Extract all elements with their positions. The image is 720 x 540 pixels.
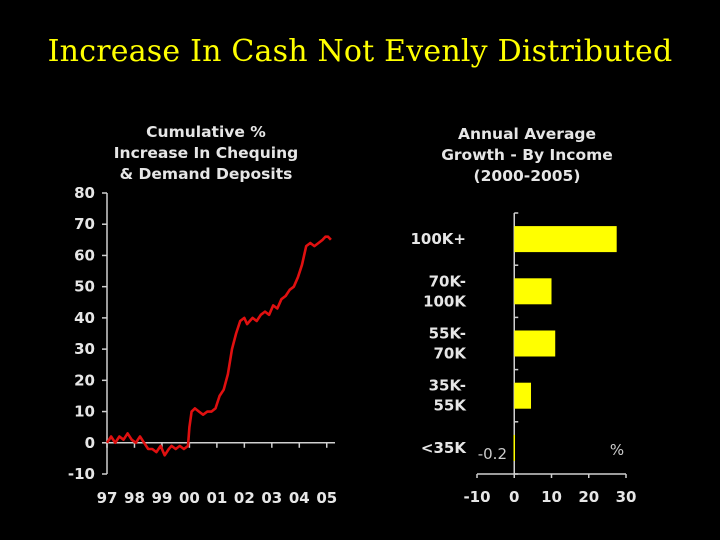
y-tick-label: 70	[74, 215, 95, 233]
x-tick-label: 97	[97, 489, 118, 507]
bar-x-tick-label: 30	[616, 488, 637, 506]
y-tick-label: 80	[74, 184, 95, 202]
bar-x-tick-label: -10	[463, 488, 490, 506]
category-label: <35K	[421, 439, 467, 457]
bar-x-tick-label: 20	[578, 488, 599, 506]
y-tick-label: 60	[74, 246, 95, 264]
bar-chart: -10 0 10 20 30 100K+ 70K- 100K 55K- 70K 35K- 55K <35…	[410, 212, 637, 506]
x-tick-label: 03	[261, 489, 282, 507]
bar-chart-title-line: (2000-2005)	[473, 167, 581, 185]
y-tick-label: -10	[68, 465, 95, 483]
x-tick-label: 05	[316, 489, 337, 507]
category-label: 55K-	[429, 325, 466, 343]
category-label: 55K	[434, 397, 468, 415]
income-bar	[514, 278, 552, 305]
x-tick-label: 99	[152, 489, 173, 507]
x-tick-label: 02	[234, 489, 255, 507]
slide-title: Increase In Cash Not Evenly Distributed	[47, 34, 673, 69]
bar-x-tick-label: 0	[509, 488, 519, 506]
line-chart-title: Cumulative % Increase In Chequing & Dema…	[95, 122, 317, 185]
x-tick-label: 98	[124, 489, 145, 507]
y-tick-label: 20	[74, 371, 95, 389]
category-label: 100K+	[410, 230, 466, 248]
y-tick-label: 40	[74, 309, 95, 327]
line-chart-title-line: Increase In Chequing	[113, 144, 299, 162]
negative-value-label: -0.2	[478, 445, 507, 463]
bar-chart-title-line: Annual Average	[457, 125, 597, 143]
income-bar	[514, 330, 556, 357]
y-tick-label: 30	[74, 340, 95, 358]
line-chart-title-line: & Demand Deposits	[119, 165, 293, 183]
category-label: 70K-	[429, 272, 466, 290]
deposit-growth-line	[105, 235, 332, 457]
percent-unit-label: %	[610, 441, 624, 459]
income-bar	[513, 434, 516, 461]
bar-x-tick-label: 10	[541, 488, 562, 506]
bar-chart-title-line: Growth - By Income	[441, 146, 613, 164]
income-bar	[514, 382, 532, 409]
line-chart-title-line: Cumulative %	[146, 123, 266, 141]
category-label: 100K	[423, 292, 467, 310]
x-tick-label: 01	[206, 489, 227, 507]
y-tick-label: 0	[85, 434, 95, 452]
bar-chart-title: Annual Average Growth - By Income (2000-…	[428, 124, 626, 187]
x-tick-label: 00	[179, 489, 200, 507]
y-tick-label: 10	[74, 403, 95, 421]
category-label: 70K	[434, 345, 468, 363]
x-tick-label: 04	[289, 489, 310, 507]
y-tick-label: 50	[74, 278, 95, 296]
income-bar	[514, 226, 617, 253]
category-label: 35K-	[429, 377, 466, 395]
